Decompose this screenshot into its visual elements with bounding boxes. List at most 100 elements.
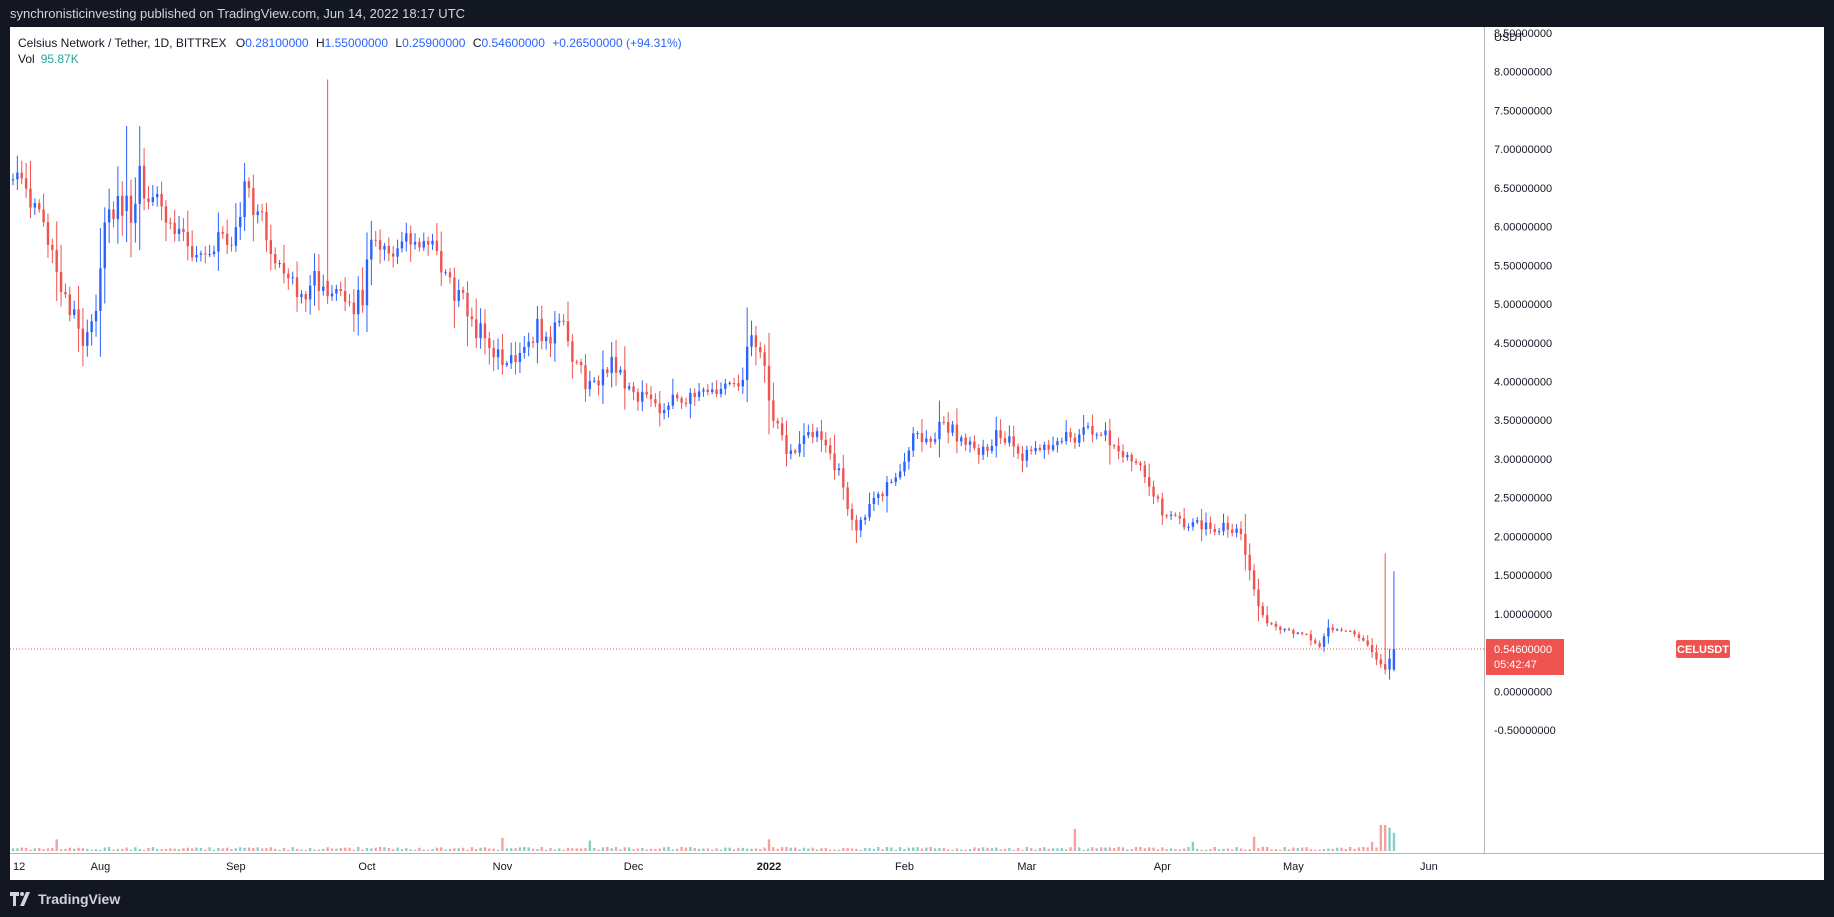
candle [190,230,194,262]
volume-bar [230,848,233,851]
candle [300,290,303,304]
volume-bar [1196,849,1199,851]
candle [745,307,749,403]
footer-brand[interactable]: TradingView [38,890,121,907]
legend-symbol[interactable]: Celsius Network / Tether, 1D, BITTREX [18,36,227,50]
candle [1117,437,1120,460]
volume-bar [461,847,465,851]
volume-bar [1274,849,1278,851]
candle-body [719,388,723,395]
last-price-symbol-tag: CELUSDT [1676,639,1730,658]
candle [330,285,334,301]
candle [361,267,364,313]
candle [488,331,491,365]
time-tick-label: Feb [895,861,914,873]
volume-bar [1099,847,1103,851]
volume-bar [1108,847,1112,851]
volume-bar [1279,849,1282,851]
volume-bar [946,849,950,851]
volume-bar [1257,848,1260,851]
volume-bar [103,847,106,851]
volume-bar [116,848,120,851]
volume-bar [571,848,574,851]
candle-body [199,253,203,255]
candle [802,423,806,458]
legend-close-value: 0.54600000 [481,36,545,50]
candle-body [1375,652,1378,660]
price-tick-label: 3.50000000 [1494,415,1552,427]
candle-body [479,323,482,339]
candle [1021,446,1024,473]
candle-body [636,392,640,402]
candle-body [33,203,37,208]
candle [981,439,985,460]
volume-bar [593,847,596,851]
price-tick-label: 2.50000000 [1494,493,1552,505]
candle-body [435,240,439,251]
volume-bar [649,848,653,851]
volume-bar [986,847,989,851]
candle [1008,425,1011,447]
candle-body [361,289,364,306]
volume-bar [1235,847,1238,851]
candle [94,294,98,337]
candle-body [1130,455,1133,462]
candle [252,174,255,242]
volume-bar [518,847,522,851]
candle-body [160,193,163,207]
chart-panel[interactable]: USDT 8.50000000 8.00000000 7.50000000 7.0000… [10,27,1824,880]
volume-bar [1335,847,1339,851]
candle-body [645,391,648,395]
candle-body [1047,444,1050,450]
volume-bar [981,847,985,851]
candle-body [1252,570,1256,590]
candle [68,286,72,322]
candle-body [51,244,54,251]
volume-bar [1091,847,1094,851]
time-tick-label: 12 [13,861,25,873]
candle-body [501,349,504,366]
volume-bar [426,849,430,851]
volume-bar [217,847,220,851]
volume-bar [942,848,946,851]
last-price-value: 0.54600000 [1494,644,1552,656]
candle [221,226,224,239]
candle [645,383,648,399]
candle-body [759,347,762,353]
candle-body [339,288,342,291]
volume-bar [488,848,491,851]
volume-bar [1340,847,1343,851]
candle [282,244,286,284]
candle-body [483,323,487,339]
candle-body [1318,643,1321,647]
candle [51,238,54,264]
candle [824,432,828,453]
candle [968,436,972,453]
legend-high-key: H [315,36,325,50]
price-tick-label: 6.00000000 [1494,222,1552,234]
candle [42,193,45,227]
legend-high-value: 1.55000000 [324,36,389,50]
candle-body [509,355,513,364]
candle-body [815,431,819,438]
candle-body [1139,463,1142,466]
candle [77,285,80,352]
volume-bar [855,848,858,851]
candle [842,454,845,500]
candle-body [785,435,788,455]
candle-body [527,341,530,347]
candle-body [1095,434,1098,436]
candle [1064,420,1068,445]
price-tick-label: 3.00000000 [1494,454,1552,466]
candle-body [234,227,238,246]
volume-bar [1012,849,1015,851]
candle-body [872,497,876,504]
candle-body [1362,638,1365,641]
candle-body [544,336,548,342]
candle-body [702,389,705,392]
volume-bar [374,847,377,851]
candle [1244,514,1247,571]
volume-bar [409,849,412,851]
volume-bar [912,847,915,851]
